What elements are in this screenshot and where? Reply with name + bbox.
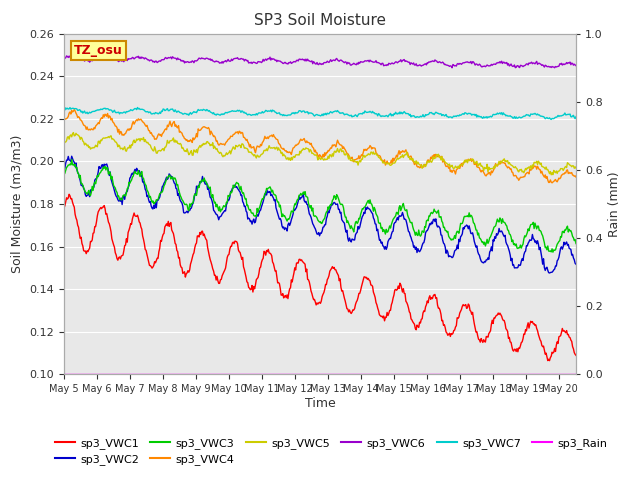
X-axis label: Time: Time: [305, 397, 335, 410]
Y-axis label: Rain (mm): Rain (mm): [609, 171, 621, 237]
Text: TZ_osu: TZ_osu: [74, 44, 123, 57]
Legend: sp3_VWC1, sp3_VWC2, sp3_VWC3, sp3_VWC4, sp3_VWC5, sp3_VWC6, sp3_VWC7, sp3_Rain: sp3_VWC1, sp3_VWC2, sp3_VWC3, sp3_VWC4, …: [51, 433, 612, 469]
Y-axis label: Soil Moisture (m3/m3): Soil Moisture (m3/m3): [11, 135, 24, 273]
Title: SP3 Soil Moisture: SP3 Soil Moisture: [254, 13, 386, 28]
